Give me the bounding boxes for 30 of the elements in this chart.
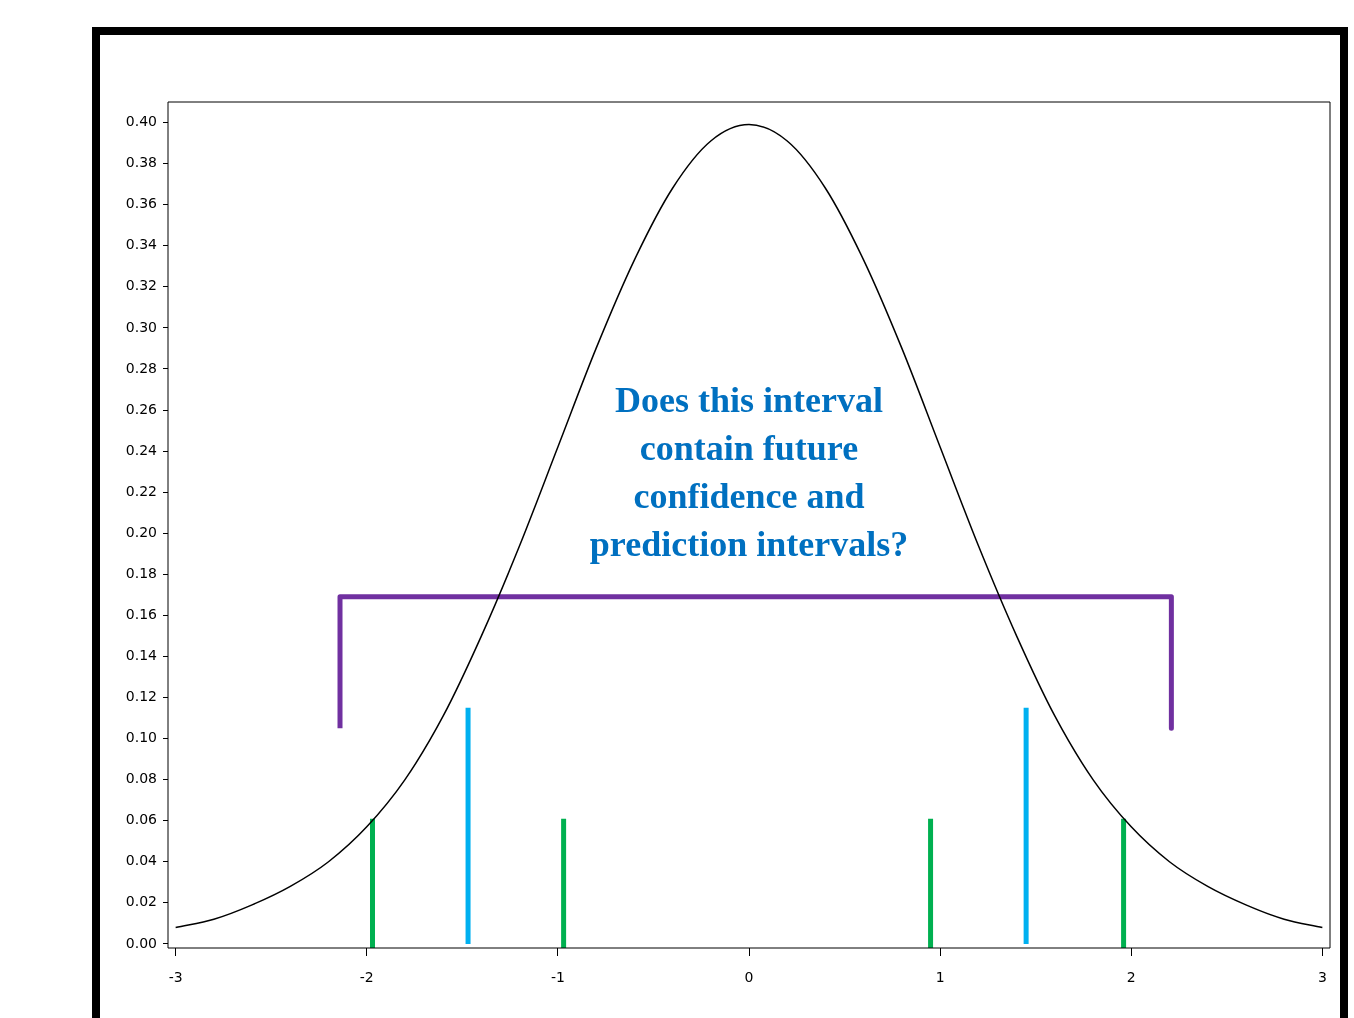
y-tick-label: 0.06 [125,811,158,828]
y-tick-label: 0.26 [125,400,158,417]
y-tick-label: 0.28 [125,359,157,376]
x-tick-label: 0 [744,969,754,986]
y-tick-label: 0.34 [125,236,158,253]
y-tick-label: 0.18 [125,564,157,581]
x-tick-label: 3 [1317,969,1327,986]
y-tick-label: 0.04 [125,852,158,869]
y-tick-label: 0.16 [125,605,158,622]
y-tick-label: 0.32 [125,277,157,294]
annotation: Does this interval contain future confidence and prediction intervals? [589,379,909,564]
y-tick-label: 0.10 [125,729,157,746]
y-tick-label: 0.36 [125,195,158,212]
x-tick-label: -2 [359,969,374,986]
y-tick-label: 0.38 [125,154,157,171]
x-tick-label: 1 [935,969,945,986]
y-tick-label: 0.20 [125,523,157,540]
x-tick-label: -3 [168,969,183,986]
y-tick-label: 0.02 [125,893,157,910]
y-tick-label: 0.24 [125,441,158,458]
line-series [174,123,1324,929]
y-tick-label: 0.14 [125,647,158,664]
y-tick-label: 0.22 [125,482,157,499]
y-tick-label: 0.12 [125,688,157,705]
y-tick-label: 0.40 [125,113,157,130]
y-tick-label: 0.00 [125,934,157,951]
x-tick-label: 2 [1126,969,1136,986]
y-tick-label: 0.08 [125,770,157,787]
y-tick-label: 0.30 [125,318,157,335]
x-tick-label: -1 [550,969,565,986]
